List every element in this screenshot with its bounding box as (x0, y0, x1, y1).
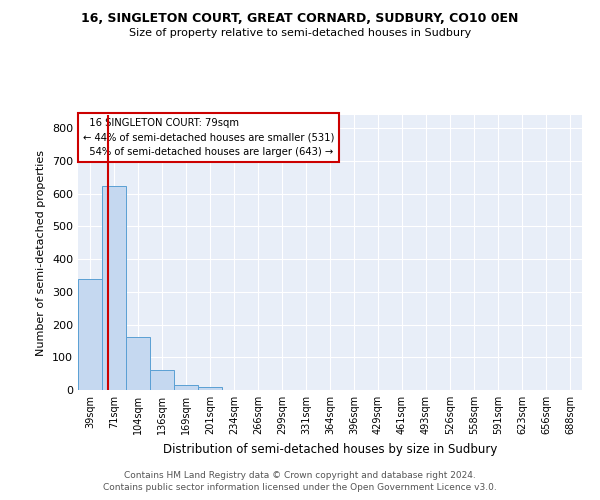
Text: 16 SINGLETON COURT: 79sqm
← 44% of semi-detached houses are smaller (531)
  54% : 16 SINGLETON COURT: 79sqm ← 44% of semi-… (83, 118, 334, 158)
Bar (198, 388, 222, 390)
Bar (174, 385, 198, 390)
Bar (150, 370, 174, 390)
Bar (78, 278, 102, 390)
Bar (126, 336, 150, 390)
Text: Contains public sector information licensed under the Open Government Licence v3: Contains public sector information licen… (103, 484, 497, 492)
Bar (102, 186, 126, 390)
Y-axis label: Number of semi-detached properties: Number of semi-detached properties (37, 150, 46, 356)
X-axis label: Distribution of semi-detached houses by size in Sudbury: Distribution of semi-detached houses by … (163, 442, 497, 456)
Text: Contains HM Land Registry data © Crown copyright and database right 2024.: Contains HM Land Registry data © Crown c… (124, 471, 476, 480)
Text: Size of property relative to semi-detached houses in Sudbury: Size of property relative to semi-detach… (129, 28, 471, 38)
Text: 16, SINGLETON COURT, GREAT CORNARD, SUDBURY, CO10 0EN: 16, SINGLETON COURT, GREAT CORNARD, SUDB… (82, 12, 518, 26)
